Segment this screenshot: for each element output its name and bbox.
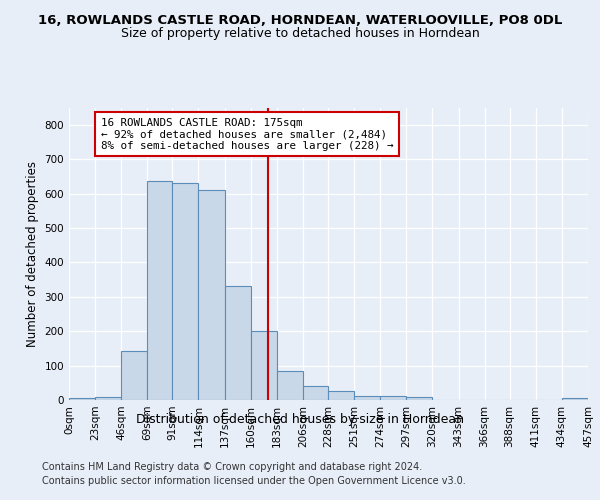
Bar xyxy=(354,396,380,400)
Bar xyxy=(328,392,354,400)
Text: 16 ROWLANDS CASTLE ROAD: 175sqm
← 92% of detached houses are smaller (2,484)
8% : 16 ROWLANDS CASTLE ROAD: 175sqm ← 92% of… xyxy=(101,118,393,151)
Bar xyxy=(380,396,406,400)
Bar xyxy=(199,190,224,400)
Bar xyxy=(277,371,303,400)
Bar xyxy=(95,396,121,400)
Y-axis label: Number of detached properties: Number of detached properties xyxy=(26,161,39,347)
Bar xyxy=(251,331,277,400)
Bar xyxy=(303,386,328,400)
Text: Distribution of detached houses by size in Horndean: Distribution of detached houses by size … xyxy=(136,412,464,426)
Bar xyxy=(406,397,433,400)
Bar xyxy=(172,183,199,400)
Text: Size of property relative to detached houses in Horndean: Size of property relative to detached ho… xyxy=(121,28,479,40)
Bar xyxy=(148,182,172,400)
Bar xyxy=(224,286,251,400)
Text: 16, ROWLANDS CASTLE ROAD, HORNDEAN, WATERLOOVILLE, PO8 0DL: 16, ROWLANDS CASTLE ROAD, HORNDEAN, WATE… xyxy=(38,14,562,27)
Bar xyxy=(562,398,588,400)
Bar xyxy=(69,398,95,400)
Text: Contains public sector information licensed under the Open Government Licence v3: Contains public sector information licen… xyxy=(42,476,466,486)
Bar xyxy=(121,351,148,400)
Text: Contains HM Land Registry data © Crown copyright and database right 2024.: Contains HM Land Registry data © Crown c… xyxy=(42,462,422,472)
